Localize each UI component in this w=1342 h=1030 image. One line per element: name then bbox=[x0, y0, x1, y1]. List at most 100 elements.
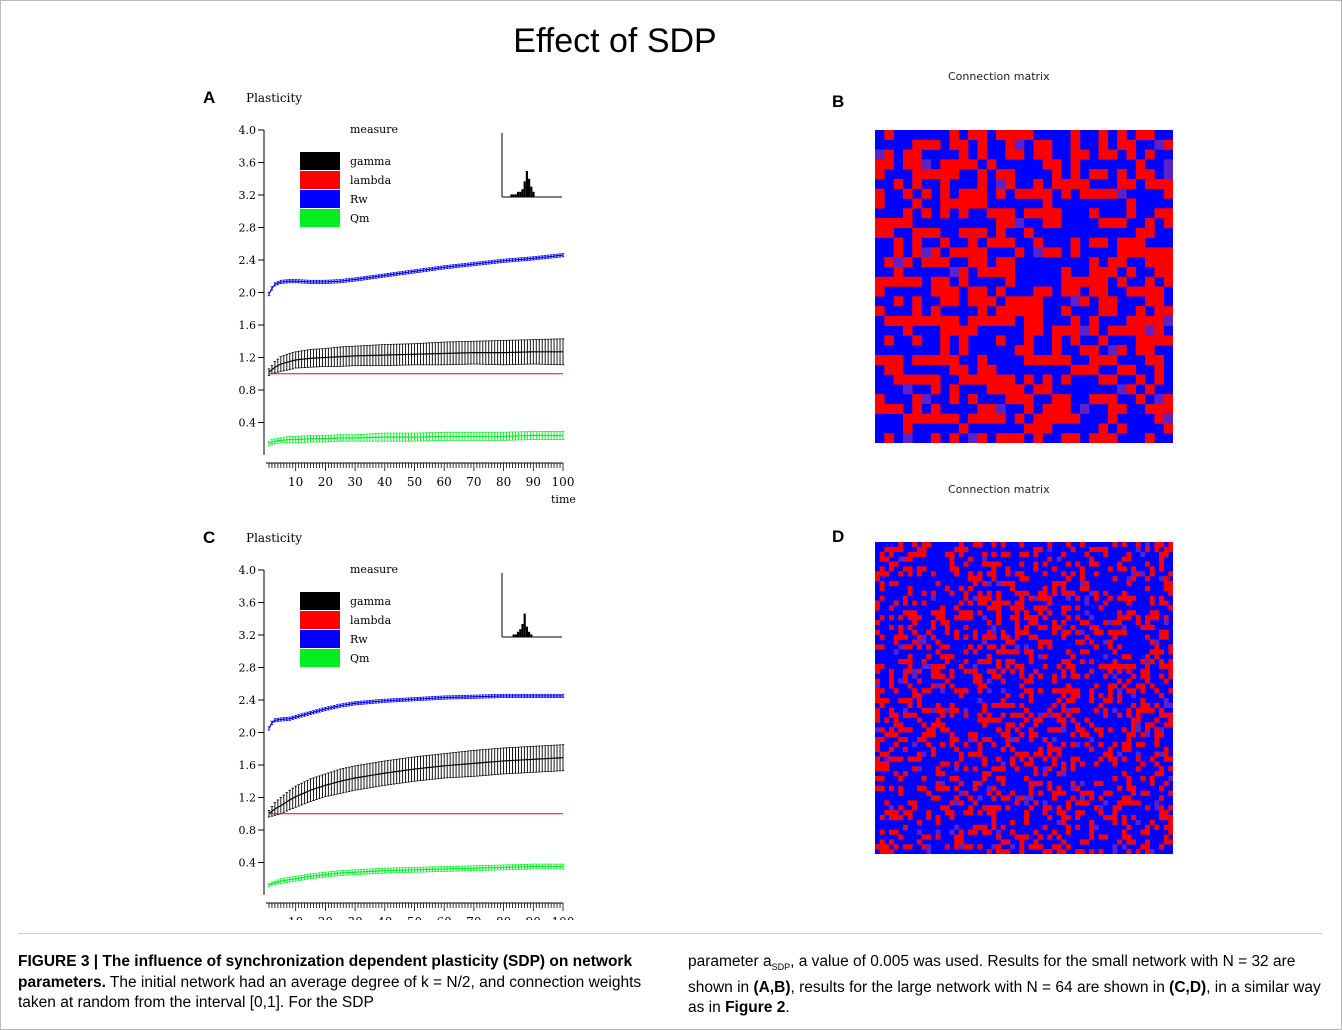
matrix-cell bbox=[1079, 403, 1090, 414]
matrix-cell bbox=[902, 188, 913, 199]
matrix-cell bbox=[977, 130, 988, 141]
matrix-cell bbox=[1145, 247, 1155, 258]
matrix-cell bbox=[1117, 218, 1127, 229]
matrix-cell bbox=[1061, 306, 1071, 317]
inset-histogram-bar bbox=[519, 191, 522, 197]
matrix-cell bbox=[930, 668, 936, 674]
matrix-cell bbox=[875, 198, 885, 209]
matrix-cell bbox=[1103, 712, 1109, 718]
matrix-cell bbox=[1061, 717, 1067, 723]
matrix-cell bbox=[1065, 615, 1071, 621]
matrix-cell bbox=[1024, 188, 1034, 199]
matrix-cell bbox=[1042, 824, 1048, 830]
matrix-cell bbox=[1014, 615, 1020, 621]
matrix-cell bbox=[940, 615, 946, 621]
matrix-cell bbox=[1098, 130, 1109, 141]
matrix-cell bbox=[902, 727, 908, 733]
matrix-cell bbox=[963, 615, 969, 621]
matrix-cell bbox=[875, 844, 880, 850]
matrix-cell bbox=[1163, 581, 1169, 587]
matrix-cell bbox=[1047, 712, 1053, 718]
matrix-cell bbox=[1061, 810, 1067, 816]
matrix-cell bbox=[926, 810, 932, 816]
matrix-cell bbox=[991, 542, 997, 548]
matrix-cell bbox=[1014, 433, 1025, 443]
matrix-cell bbox=[888, 668, 894, 674]
matrix-cell bbox=[1000, 698, 1006, 704]
matrix-cell bbox=[1019, 576, 1025, 582]
matrix-cell bbox=[902, 257, 913, 268]
matrix-cell bbox=[1131, 800, 1137, 806]
matrix-cell bbox=[1005, 296, 1015, 307]
matrix-cell bbox=[1126, 780, 1132, 787]
matrix-cell bbox=[1163, 546, 1169, 553]
matrix-cell bbox=[1033, 433, 1043, 443]
matrix-cell bbox=[1024, 688, 1029, 694]
matrix-cell bbox=[1079, 732, 1085, 738]
matrix-cell bbox=[893, 741, 899, 748]
matrix-cell bbox=[1061, 325, 1071, 336]
matrix-cell bbox=[986, 159, 997, 170]
chart-title: Plasticity bbox=[246, 91, 302, 105]
matrix-cell bbox=[1126, 581, 1132, 587]
matrix-cell bbox=[1107, 306, 1118, 317]
matrix-cell bbox=[1089, 556, 1095, 562]
matrix-cell bbox=[1037, 688, 1043, 694]
matrix-cell bbox=[1159, 561, 1164, 567]
matrix-cell bbox=[991, 785, 997, 791]
matrix-cell bbox=[1037, 834, 1043, 840]
y-tick-label: 3.2 bbox=[239, 189, 257, 202]
matrix-cell bbox=[884, 849, 890, 854]
matrix-cell bbox=[884, 698, 890, 704]
matrix-cell bbox=[1075, 810, 1081, 816]
matrix-cell bbox=[1051, 335, 1062, 346]
matrix-cell bbox=[1051, 159, 1062, 170]
matrix-cell bbox=[888, 805, 894, 811]
matrix-cell bbox=[1098, 756, 1104, 762]
matrix-cell bbox=[1140, 571, 1146, 577]
matrix-cell bbox=[1005, 374, 1015, 385]
matrix-cell bbox=[958, 688, 964, 694]
matrix-cell bbox=[977, 374, 988, 385]
matrix-cell bbox=[1037, 639, 1043, 645]
matrix-cell bbox=[912, 413, 922, 424]
matrix-cell bbox=[1005, 727, 1011, 733]
matrix-cell bbox=[1149, 600, 1155, 606]
matrix-cell bbox=[1098, 139, 1109, 150]
matrix-cell bbox=[1056, 727, 1062, 733]
matrix-cell bbox=[1149, 722, 1155, 728]
matrix-cell bbox=[1028, 737, 1034, 743]
matrix-cell bbox=[958, 542, 964, 548]
matrix-cell bbox=[996, 829, 1002, 835]
matrix-cell bbox=[940, 644, 946, 650]
matrix-cell bbox=[1000, 732, 1006, 738]
matrix-cell bbox=[875, 571, 880, 577]
matrix-cell bbox=[1024, 576, 1029, 582]
matrix-cell bbox=[968, 610, 974, 616]
matrix-cell bbox=[986, 688, 992, 694]
matrix-cell bbox=[1089, 394, 1099, 405]
matrix-cell bbox=[968, 227, 978, 238]
matrix-cell bbox=[1135, 325, 1146, 336]
matrix-cell bbox=[879, 644, 885, 650]
matrix-cell bbox=[972, 829, 978, 835]
matrix-cell bbox=[1070, 433, 1081, 443]
matrix-cell bbox=[1042, 149, 1053, 160]
matrix-cell bbox=[982, 581, 988, 587]
matrix-cell bbox=[996, 335, 1006, 346]
matrix-cell bbox=[921, 546, 927, 553]
matrix-cell bbox=[879, 815, 885, 821]
matrix-cell bbox=[1145, 403, 1155, 414]
matrix-cell bbox=[991, 810, 997, 816]
matrix-cell bbox=[1154, 546, 1160, 553]
matrix-cell bbox=[884, 335, 894, 346]
matrix-cell bbox=[1051, 325, 1062, 336]
matrix-cell bbox=[902, 384, 913, 395]
matrix-cell bbox=[963, 649, 969, 655]
matrix-cell bbox=[1140, 698, 1146, 704]
matrix-cell bbox=[996, 756, 1002, 762]
matrix-cell bbox=[916, 644, 922, 650]
matrix-cell bbox=[1121, 771, 1127, 777]
matrix-cell bbox=[888, 712, 894, 718]
matrix-cell bbox=[1061, 659, 1067, 665]
